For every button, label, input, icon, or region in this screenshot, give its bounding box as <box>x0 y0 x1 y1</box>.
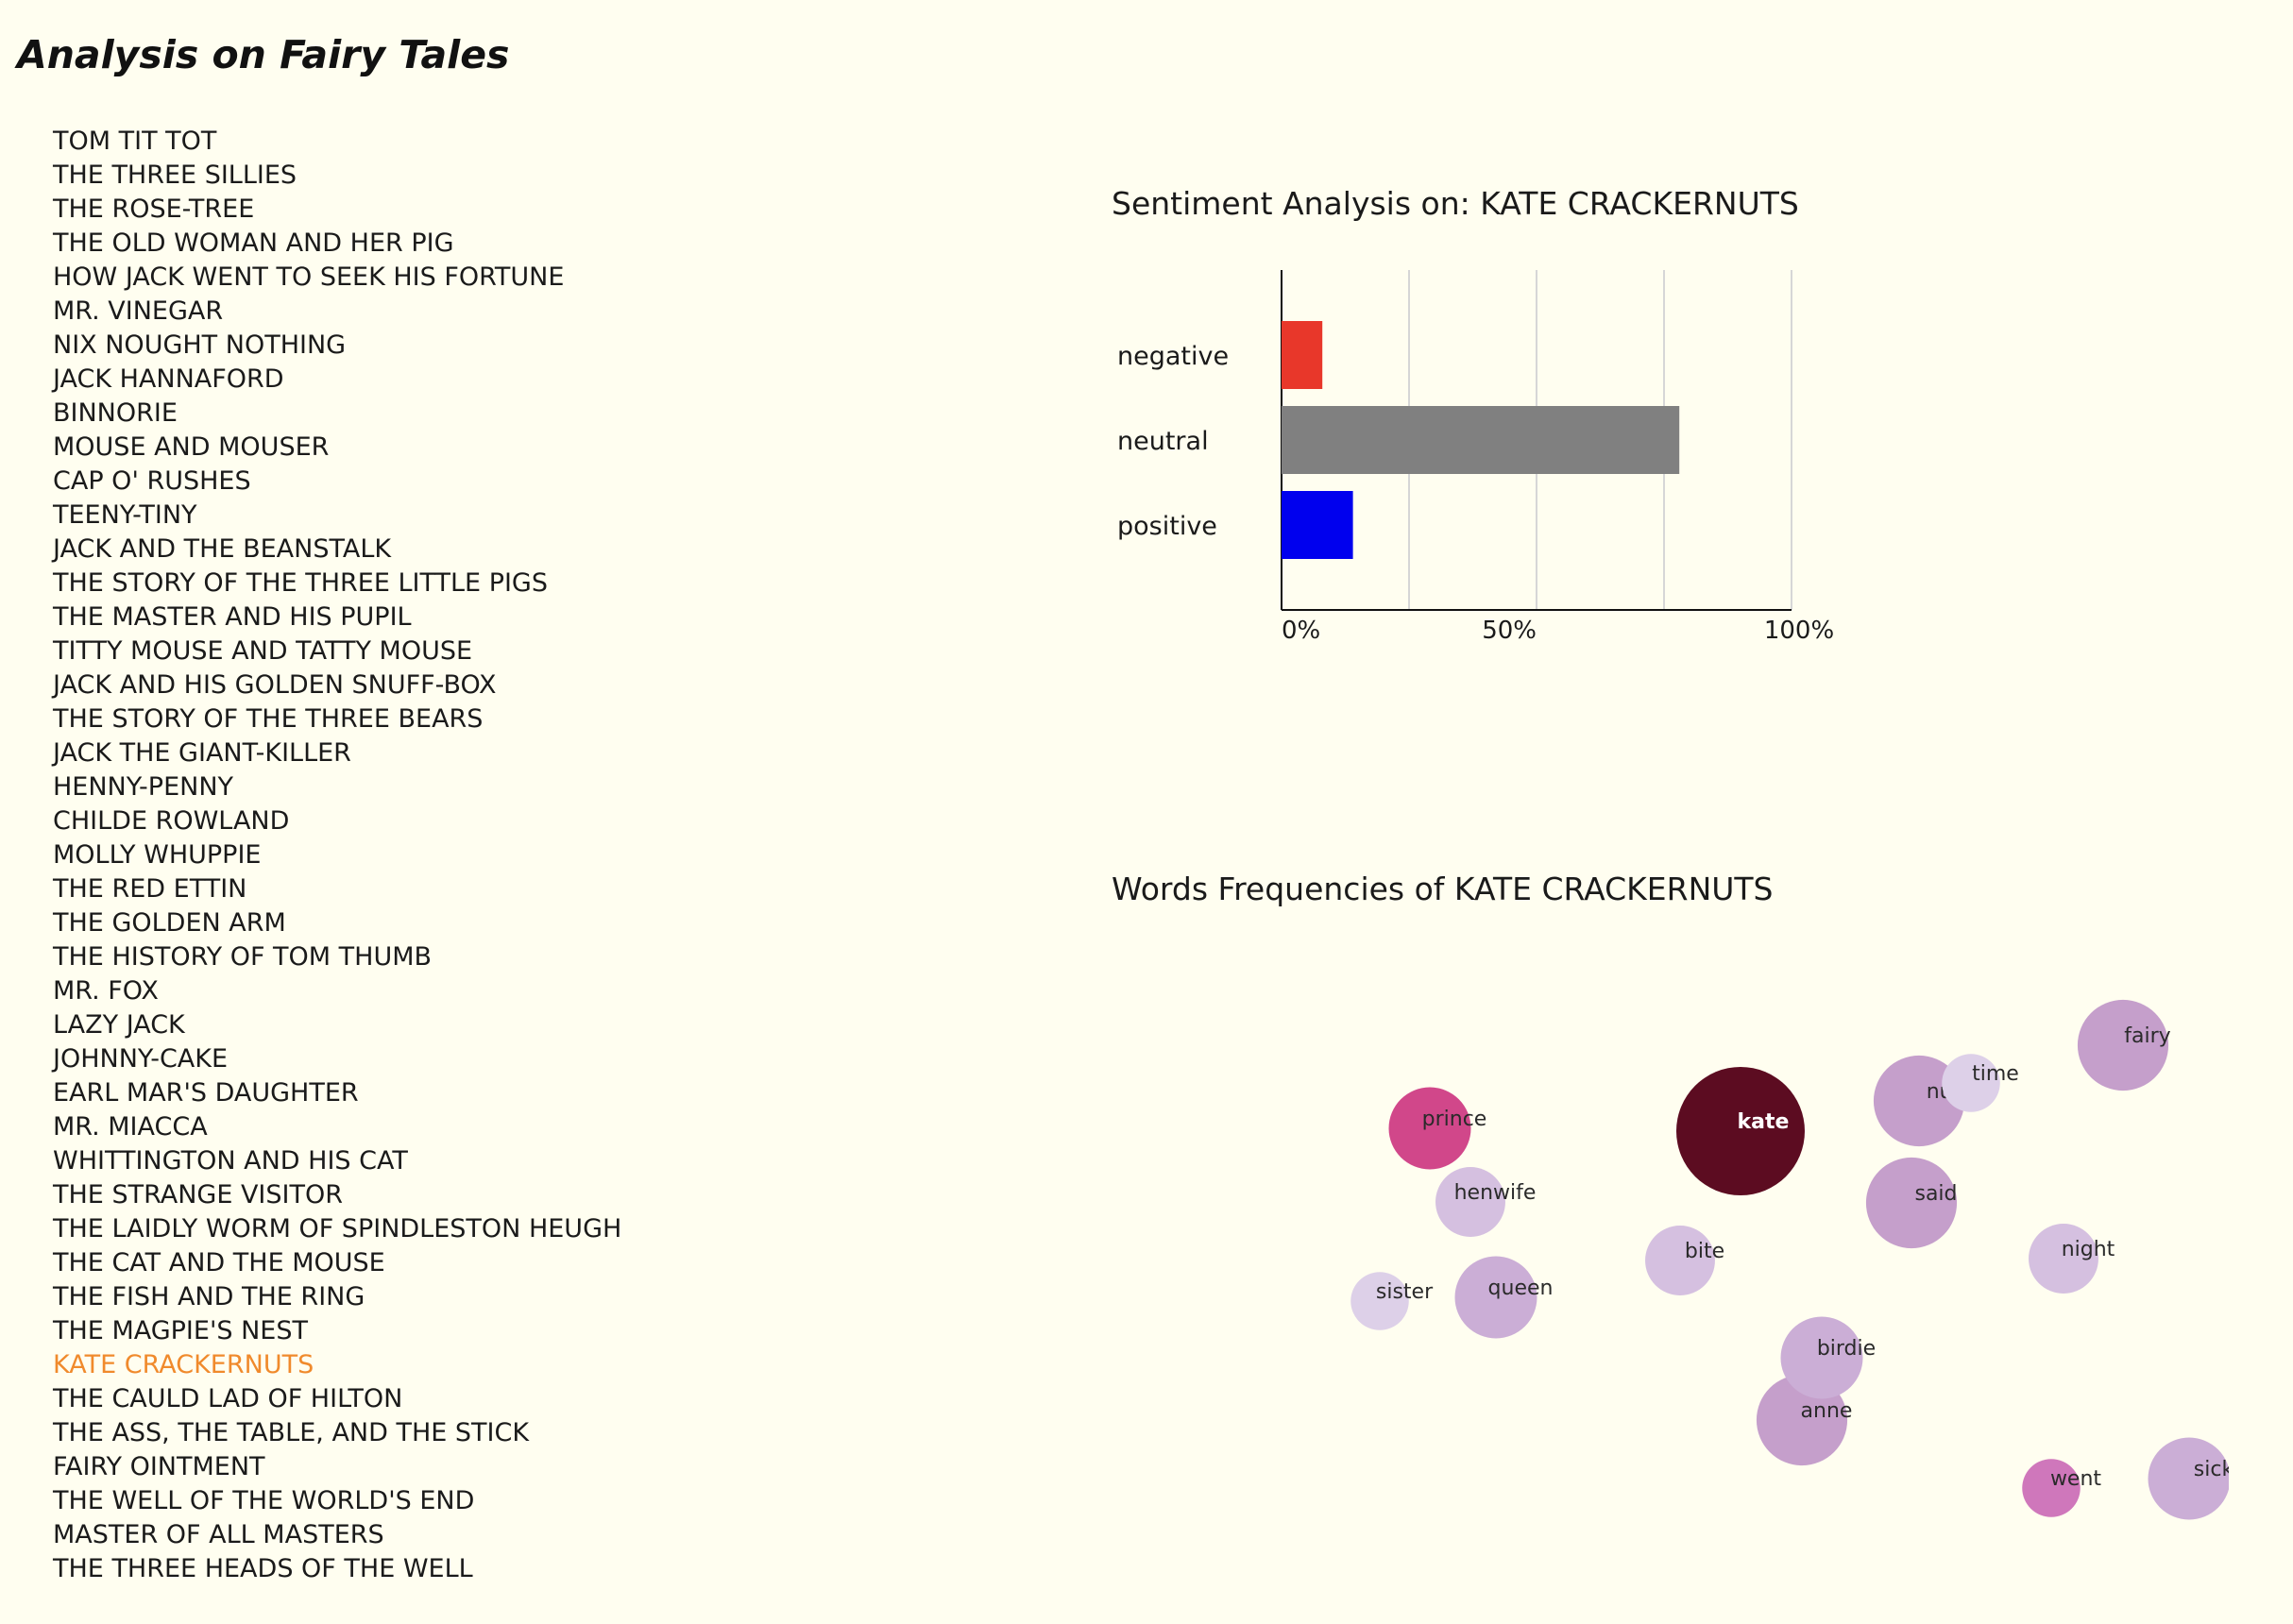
story-item[interactable]: NIX NOUGHT NOTHING <box>53 330 347 360</box>
story-item[interactable]: THE ROSE-TREE <box>53 195 255 224</box>
word-label: bite <box>1685 1240 1724 1263</box>
story-item[interactable]: CHILDE ROWLAND <box>53 806 290 836</box>
story-item[interactable]: EARL MAR'S DAUGHTER <box>53 1078 359 1108</box>
story-item[interactable]: THE OLD WOMAN AND HER PIG <box>53 228 454 258</box>
story-item[interactable]: WHITTINGTON AND HIS CAT <box>53 1146 408 1176</box>
story-item[interactable]: TITTY MOUSE AND TATTY MOUSE <box>53 636 473 666</box>
story-item[interactable]: THE LAIDLY WORM OF SPINDLESTON HEUGH <box>53 1214 622 1243</box>
word-label: fairy <box>2124 1024 2170 1048</box>
story-item[interactable]: THE STRANGE VISITOR <box>53 1180 344 1210</box>
story-item[interactable]: MR. MIACCA <box>53 1112 208 1142</box>
story-item[interactable]: THE STORY OF THE THREE BEARS <box>53 704 484 734</box>
sentiment-chart-title: Sentiment Analysis on: KATE CRACKERNUTS <box>1112 185 1799 222</box>
story-item[interactable]: JACK HANNAFORD <box>53 364 284 394</box>
word-label: anne <box>1801 1399 1853 1423</box>
word-label: went <box>2050 1467 2101 1491</box>
category-label: neutral <box>1117 427 1209 456</box>
word-bubble-sick[interactable] <box>2148 1437 2229 1520</box>
story-item[interactable]: THE CAULD LAD OF HILTON <box>53 1384 403 1413</box>
word-bubble-kate[interactable] <box>1676 1067 1805 1195</box>
word-label: said <box>1914 1182 1957 1206</box>
x-tick-label: 50% <box>1482 617 1537 645</box>
word-bubble-fairy[interactable] <box>2077 999 2169 1091</box>
bar-neutral <box>1282 406 1680 474</box>
app-title: Analysis on Fairy Tales <box>17 32 510 77</box>
word-label: sick <box>2194 1458 2229 1481</box>
story-item[interactable]: JOHNNY-CAKE <box>53 1044 229 1074</box>
story-item[interactable]: THE WELL OF THE WORLD'S END <box>53 1486 475 1515</box>
word-bubble-birdie[interactable] <box>1780 1316 1863 1399</box>
story-item[interactable]: FAIRY OINTMENT <box>53 1452 265 1481</box>
word-label: prince <box>1422 1108 1487 1131</box>
story-list: TOM TIT TOT THE THREE SILLIES THE ROSE-TRE… <box>53 125 621 1586</box>
story-item[interactable]: THE HISTORY OF TOM THUMB <box>53 942 433 972</box>
story-item[interactable]: JACK AND HIS GOLDEN SNUFF-BOX <box>53 670 497 700</box>
story-item[interactable]: MOLLY WHUPPIE <box>53 840 262 870</box>
story-item[interactable]: THE CAT AND THE MOUSE <box>53 1248 385 1277</box>
story-item[interactable]: THE RED ETTIN <box>53 874 247 904</box>
story-item[interactable]: BINNORIE <box>53 398 178 428</box>
word-bubble-prince[interactable] <box>1388 1087 1471 1170</box>
story-item[interactable]: THE FISH AND THE RING <box>53 1282 365 1311</box>
story-item[interactable]: KATE CRACKERNUTS <box>53 1350 314 1379</box>
word-label: sister <box>1376 1280 1434 1304</box>
word-bubble-time[interactable] <box>1942 1054 2000 1112</box>
word-bubble-sister[interactable] <box>1350 1272 1409 1330</box>
word-label: time <box>1972 1062 2019 1086</box>
word-frequency-title: Words Frequencies of KATE CRACKERNUTS <box>1112 871 1774 907</box>
story-item[interactable]: CAP O' RUSHES <box>53 466 251 496</box>
story-item[interactable]: THE THREE HEADS OF THE WELL <box>53 1554 473 1583</box>
story-item[interactable]: MASTER OF ALL MASTERS <box>53 1520 384 1549</box>
word-bubble-night[interactable] <box>2029 1224 2098 1294</box>
category-label: negative <box>1117 342 1229 371</box>
story-item[interactable]: THE ASS, THE TABLE, AND THE STICK <box>53 1418 530 1447</box>
story-item[interactable]: MR. VINEGAR <box>53 296 224 326</box>
story-item[interactable]: JACK THE GIANT-KILLER <box>53 738 351 768</box>
story-item[interactable]: THE STORY OF THE THREE LITTLE PIGS <box>53 568 548 598</box>
story-item[interactable]: TOM TIT TOT <box>53 127 217 156</box>
word-bubble-nut[interactable] <box>1873 1055 1965 1147</box>
category-label: positive <box>1117 512 1217 541</box>
word-label: night <box>2062 1238 2115 1261</box>
story-item[interactable]: HENNY-PENNY <box>53 772 234 802</box>
word-label: kate <box>1738 1110 1790 1134</box>
story-item[interactable]: THE GOLDEN ARM <box>53 908 286 938</box>
x-tick-label: 0% <box>1282 617 1320 645</box>
story-item[interactable]: HOW JACK WENT TO SEEK HIS FORTUNE <box>53 262 565 292</box>
story-item[interactable]: TEENY-TINY <box>53 500 197 530</box>
story-item[interactable]: THE MAGPIE'S NEST <box>53 1316 308 1345</box>
word-bubble-henwife[interactable] <box>1435 1167 1505 1237</box>
story-item[interactable]: MOUSE AND MOUSER <box>53 432 330 462</box>
story-item[interactable]: JACK AND THE BEANSTALK <box>53 534 392 564</box>
x-tick-label: 100% <box>1764 617 1834 645</box>
sentiment-bar-chart: negative neutral positive 0% 50% 100% <box>1117 270 1834 645</box>
word-bubble-bite[interactable] <box>1645 1226 1715 1295</box>
word-label: birdie <box>1817 1337 1876 1361</box>
story-item[interactable]: MR. FOX <box>53 976 159 1006</box>
word-bubble-said[interactable] <box>1865 1157 1958 1249</box>
story-item[interactable]: THE THREE SILLIES <box>53 161 297 190</box>
word-label: henwife <box>1454 1181 1537 1205</box>
story-item[interactable]: THE MASTER AND HIS PUPIL <box>53 602 412 632</box>
word-bubble-queen[interactable] <box>1454 1256 1537 1339</box>
word-frequency-bubble-chart: kateprincenutsaidfairyannequeenbirdiesic… <box>1350 999 2229 1520</box>
word-label: queen <box>1488 1277 1554 1300</box>
bar-negative <box>1282 321 1323 389</box>
bar-positive <box>1282 491 1353 559</box>
story-item[interactable]: LAZY JACK <box>53 1010 185 1040</box>
word-bubble-went[interactable] <box>2022 1459 2081 1517</box>
